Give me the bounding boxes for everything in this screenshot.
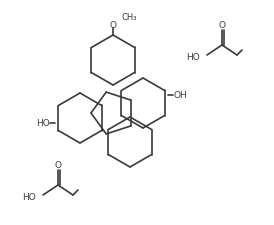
Text: OH: OH xyxy=(173,90,187,99)
Text: HO: HO xyxy=(36,119,50,128)
Text: O: O xyxy=(55,160,61,169)
Text: O: O xyxy=(110,20,116,29)
Text: O: O xyxy=(218,20,226,29)
Text: HO: HO xyxy=(186,54,200,63)
Text: CH₃: CH₃ xyxy=(121,13,136,22)
Text: HO: HO xyxy=(22,194,36,202)
